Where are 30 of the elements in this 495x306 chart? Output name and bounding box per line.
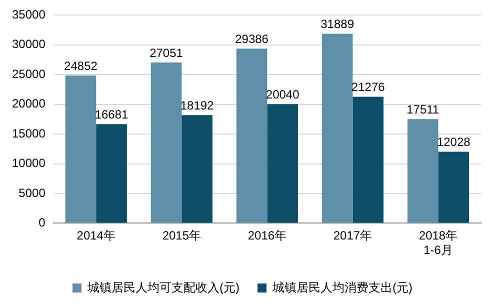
data-label: 24852 <box>64 58 98 73</box>
y-tick-label: 20000 <box>12 96 46 111</box>
bar <box>65 76 96 223</box>
bar <box>182 115 212 223</box>
bar <box>352 96 384 223</box>
data-label: 29386 <box>235 32 269 46</box>
data-label: 31889 <box>320 17 354 31</box>
y-tick-label: 30000 <box>12 37 46 52</box>
bar <box>407 119 438 223</box>
data-label: 27051 <box>150 46 184 60</box>
x-tick-label: 2017年 <box>333 228 372 243</box>
x-tick-label: 2015年 <box>162 228 202 243</box>
y-tick-label: 25000 <box>12 66 46 81</box>
bar <box>236 48 268 223</box>
y-tick-label: 10000 <box>12 156 46 170</box>
legend-label: 城镇居民人均可支配收入(元) <box>86 280 240 294</box>
bar <box>96 124 127 223</box>
bar <box>322 34 353 223</box>
bar <box>267 104 298 223</box>
bar <box>150 62 182 223</box>
legend-label: 城镇居民人均消费支出(元) <box>272 280 412 294</box>
y-tick-label: 35000 <box>12 8 46 22</box>
x-tick-label: 2018年 1-6月 <box>418 228 458 258</box>
y-tick-label: 15000 <box>12 126 46 140</box>
data-label: 17511 <box>406 102 440 116</box>
y-tick-label: 5000 <box>18 186 46 200</box>
y-tick-label: 0 <box>38 216 46 230</box>
x-tick-label: 2016年 <box>248 228 287 243</box>
bar <box>438 152 470 223</box>
x-tick-label: 2014年 <box>76 228 116 243</box>
